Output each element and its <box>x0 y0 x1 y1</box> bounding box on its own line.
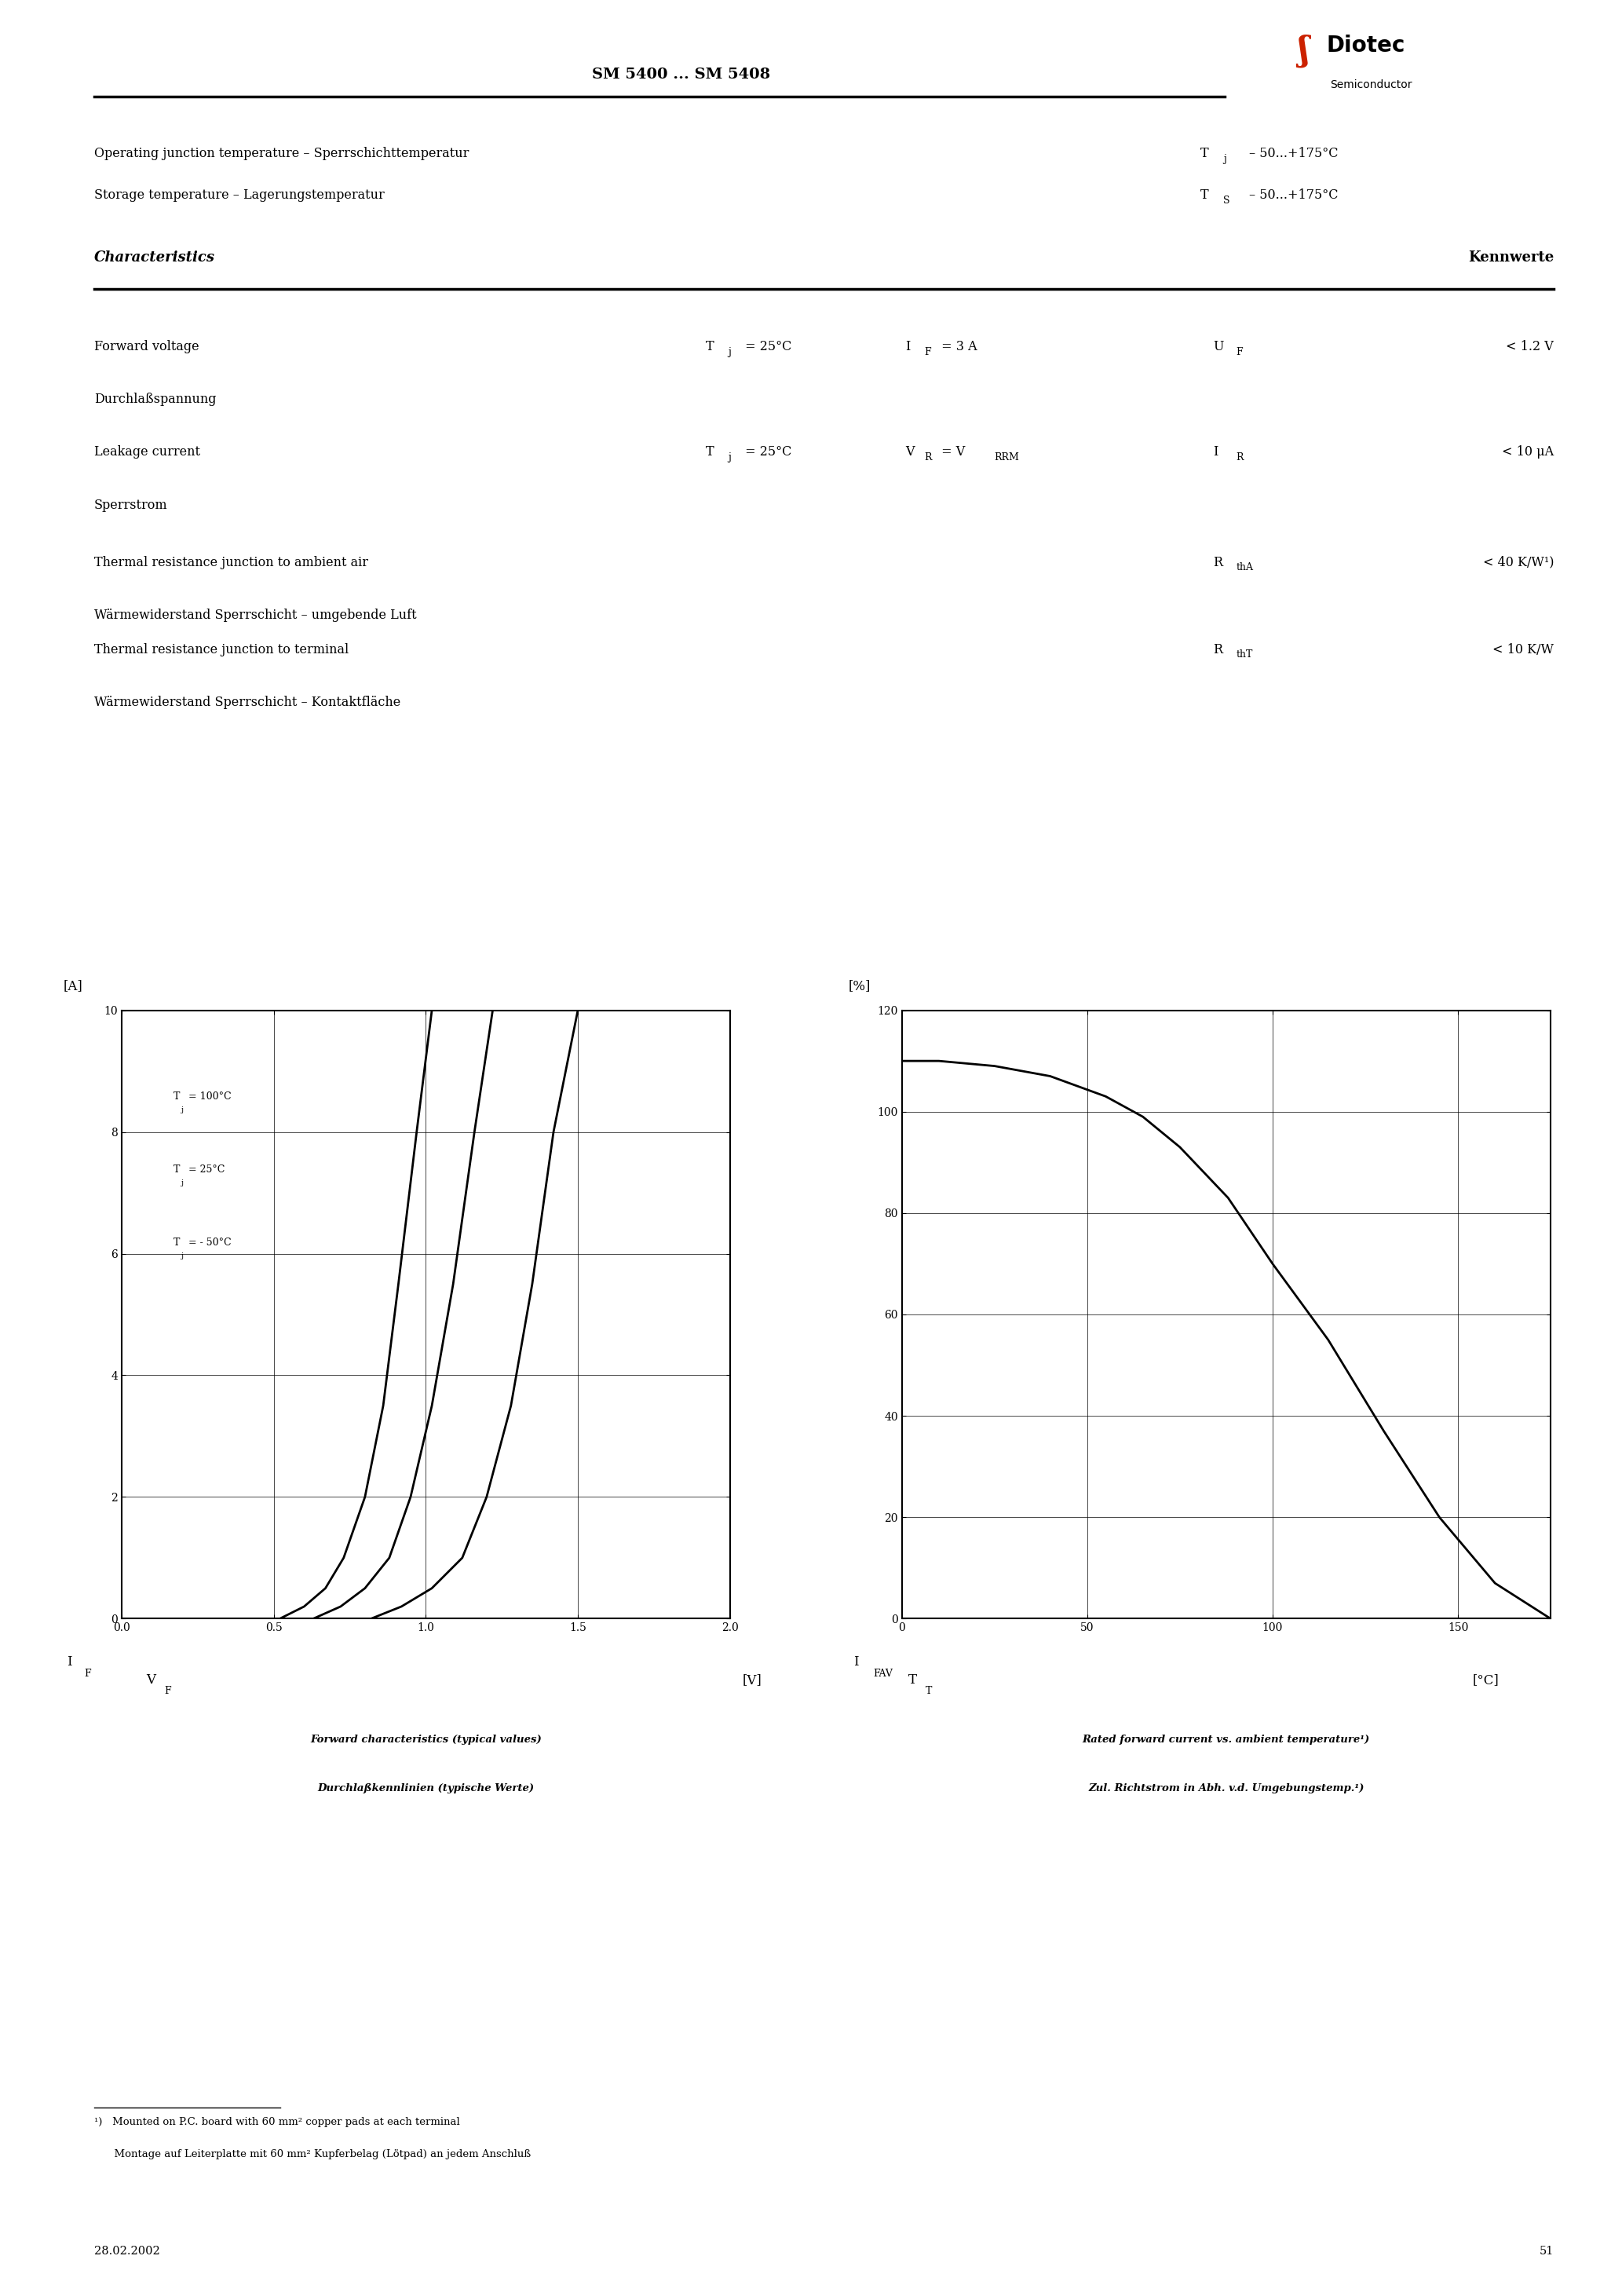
Text: V: V <box>146 1674 156 1688</box>
Text: thA: thA <box>1236 563 1254 572</box>
Text: = 3 A: = 3 A <box>938 340 978 354</box>
Text: ʃ: ʃ <box>1298 34 1309 67</box>
Text: Leakage current: Leakage current <box>94 445 200 459</box>
Text: U: U <box>1213 340 1225 354</box>
Text: T: T <box>1200 188 1208 202</box>
Text: R: R <box>1236 452 1244 461</box>
Text: I: I <box>67 1655 71 1669</box>
Y-axis label: [A]: [A] <box>63 978 83 992</box>
Text: j: j <box>182 1180 183 1187</box>
Text: Montage auf Leiterplatte mit 60 mm² Kupferbelag (Lötpad) an jedem Anschluß: Montage auf Leiterplatte mit 60 mm² Kupf… <box>94 2149 530 2158</box>
Text: Operating junction temperature – Sperrschichttemperatur: Operating junction temperature – Sperrsc… <box>94 147 469 161</box>
Y-axis label: [%]: [%] <box>848 978 871 992</box>
Text: = 25°C: = 25°C <box>185 1164 224 1176</box>
Text: Thermal resistance junction to ambient air: Thermal resistance junction to ambient a… <box>94 556 368 569</box>
Text: < 40 K/W¹): < 40 K/W¹) <box>1483 556 1554 569</box>
Text: I: I <box>1213 445 1218 459</box>
Text: = 100°C: = 100°C <box>185 1091 230 1102</box>
Text: F: F <box>1236 347 1242 356</box>
Text: T: T <box>925 1685 931 1697</box>
Text: Sperrstrom: Sperrstrom <box>94 498 167 512</box>
Text: = 25°C: = 25°C <box>741 445 792 459</box>
Text: = - 50°C: = - 50°C <box>185 1238 230 1247</box>
Text: 51: 51 <box>1539 2245 1554 2257</box>
Text: Forward voltage: Forward voltage <box>94 340 200 354</box>
Text: 28.02.2002: 28.02.2002 <box>94 2245 161 2257</box>
Text: R: R <box>1213 643 1223 657</box>
Text: T: T <box>174 1091 180 1102</box>
Text: Wärmewiderstand Sperrschicht – umgebende Luft: Wärmewiderstand Sperrschicht – umgebende… <box>94 608 417 622</box>
Text: – 50...+175°C: – 50...+175°C <box>1249 147 1338 161</box>
Text: R: R <box>1213 556 1223 569</box>
Text: T: T <box>706 445 714 459</box>
Text: Zul. Richtstrom in Abh. v.d. Umgebungstemp.¹): Zul. Richtstrom in Abh. v.d. Umgebungste… <box>1088 1784 1364 1793</box>
Text: R: R <box>925 452 933 461</box>
Text: Durchlaßspannung: Durchlaßspannung <box>94 393 216 406</box>
Text: [V]: [V] <box>741 1674 761 1688</box>
Text: Diotec: Diotec <box>1327 34 1406 57</box>
Text: S: S <box>1223 195 1229 204</box>
Text: Kennwerte: Kennwerte <box>1468 250 1554 264</box>
Text: RRM: RRM <box>994 452 1019 461</box>
Text: j: j <box>182 1254 183 1261</box>
Text: V: V <box>905 445 915 459</box>
Text: ¹)   Mounted on P.C. board with 60 mm² copper pads at each terminal: ¹) Mounted on P.C. board with 60 mm² cop… <box>94 2117 459 2126</box>
Text: = 25°C: = 25°C <box>741 340 792 354</box>
Text: T: T <box>706 340 714 354</box>
Text: Rated forward current vs. ambient temperature¹): Rated forward current vs. ambient temper… <box>1082 1733 1371 1745</box>
Text: T: T <box>1200 147 1208 161</box>
Text: I: I <box>853 1655 858 1669</box>
Text: T: T <box>174 1164 180 1176</box>
Text: Forward characteristics (typical values): Forward characteristics (typical values) <box>310 1733 542 1745</box>
Text: j: j <box>1223 154 1226 163</box>
Text: < 10 K/W: < 10 K/W <box>1492 643 1554 657</box>
Text: [°C]: [°C] <box>1473 1674 1499 1688</box>
Text: < 10 μA: < 10 μA <box>1502 445 1554 459</box>
Text: j: j <box>728 452 732 461</box>
Text: F: F <box>925 347 931 356</box>
Text: < 1.2 V: < 1.2 V <box>1507 340 1554 354</box>
Text: thT: thT <box>1236 650 1252 659</box>
Text: – 50...+175°C: – 50...+175°C <box>1249 188 1338 202</box>
Text: j: j <box>728 347 732 356</box>
Text: F: F <box>84 1669 91 1678</box>
Text: FAV: FAV <box>873 1669 892 1678</box>
Text: F: F <box>164 1685 170 1697</box>
Text: I: I <box>905 340 910 354</box>
Text: Thermal resistance junction to terminal: Thermal resistance junction to terminal <box>94 643 349 657</box>
Text: Characteristics: Characteristics <box>94 250 216 264</box>
Text: Wärmewiderstand Sperrschicht – Kontaktfläche: Wärmewiderstand Sperrschicht – Kontaktfl… <box>94 696 401 709</box>
Text: = V: = V <box>938 445 965 459</box>
Text: Semiconductor: Semiconductor <box>1330 80 1413 90</box>
Text: Storage temperature – Lagerungstemperatur: Storage temperature – Lagerungstemperatu… <box>94 188 384 202</box>
Text: Durchlaßkennlinien (typische Werte): Durchlaßkennlinien (typische Werte) <box>318 1784 534 1793</box>
Text: SM 5400 ... SM 5408: SM 5400 ... SM 5408 <box>592 67 770 83</box>
Text: T: T <box>174 1238 180 1247</box>
Text: T: T <box>908 1674 916 1688</box>
Text: j: j <box>182 1107 183 1114</box>
